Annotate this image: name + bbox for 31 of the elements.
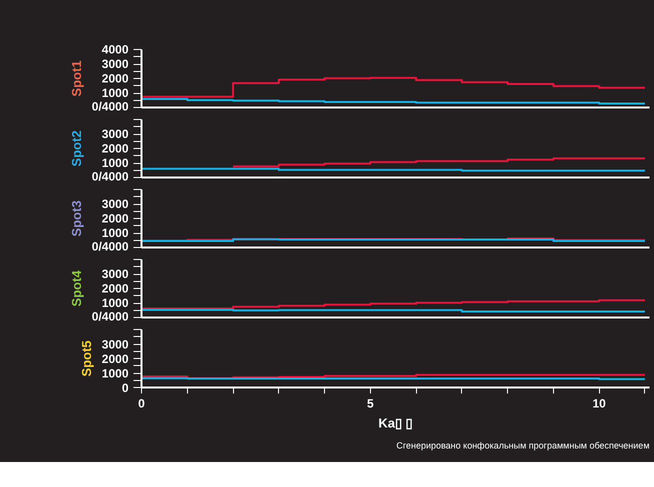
- y-tick-label: 1000: [102, 156, 129, 170]
- y-tick-label: 0/4000: [92, 100, 129, 114]
- y-tick-label: 0/4000: [92, 170, 129, 184]
- y-tick-label: 1000: [102, 296, 129, 310]
- x-axis-title: Ka▯ ▯: [378, 416, 413, 430]
- y-tick-label: 0: [122, 381, 129, 395]
- y-tick-label: 2000: [102, 352, 129, 366]
- y-axis-title: Spot5: [78, 340, 94, 377]
- y-tick-label: 2000: [102, 142, 129, 156]
- y-tick-label: 1000: [102, 226, 129, 240]
- x-tick-label: 10: [592, 396, 606, 410]
- y-tick-label: 1000: [102, 86, 129, 100]
- y-tick-label: 3000: [102, 197, 129, 211]
- y-axis-title: Spot1: [68, 60, 84, 97]
- y-tick-label: 2000: [102, 282, 129, 296]
- y-axis-title: Spot4: [68, 270, 84, 307]
- y-tick-label: 0/4000: [92, 240, 129, 254]
- y-tick-label: 0/4000: [92, 310, 129, 324]
- y-tick-label: 3000: [102, 338, 129, 352]
- x-tick-label: 5: [366, 396, 374, 410]
- y-axis-title: Spot3: [68, 200, 84, 237]
- y-axis-title: Spot2: [68, 130, 84, 167]
- y-tick-label: 3000: [102, 127, 129, 141]
- y-tick-label: 2000: [102, 212, 129, 226]
- y-tick-label: 4000: [102, 42, 129, 56]
- y-tick-label: 3000: [102, 57, 129, 71]
- y-tick-label: 2000: [102, 72, 129, 86]
- y-tick-label: 1000: [102, 366, 129, 380]
- text: Сгенерировано конфокальным программным обеспечением: [396, 440, 650, 450]
- x-tick-label: 0: [138, 396, 146, 410]
- y-tick-label: 3000: [102, 267, 129, 281]
